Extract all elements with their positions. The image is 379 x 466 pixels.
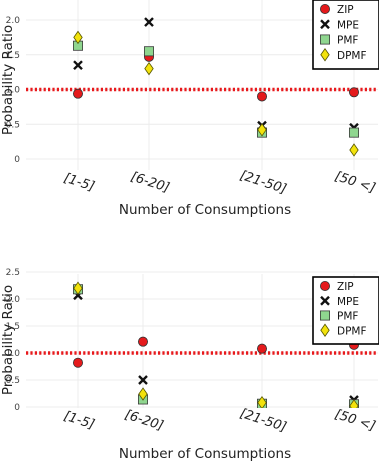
legend-label-zip: ZIP: [337, 281, 354, 293]
x-tick-label: [6-20]: [123, 407, 165, 434]
x-tick-label: [6-20]: [129, 169, 171, 196]
legend-marker-mpe: [320, 19, 330, 30]
legend-label-zip: ZIP: [337, 4, 354, 16]
legend-marker-dpmf: [320, 323, 330, 337]
series-dpmf: [73, 281, 359, 408]
point-dpmf: [73, 30, 83, 45]
y-tick-label: 0: [14, 403, 20, 413]
legend-label-dpmf: DPMF: [337, 325, 367, 337]
y-axis-label: Probability Ratio: [0, 25, 16, 135]
x-tick-label: [50 <]: [333, 407, 377, 434]
point-zip: [73, 357, 84, 368]
point-dpmf: [257, 395, 267, 408]
point-zip: [256, 343, 267, 354]
y-tick-label: 1.5: [6, 322, 20, 332]
legend-marker-pmf: [319, 34, 330, 45]
legend-marker-zip: [319, 4, 330, 14]
x-tick-label: [1-5]: [62, 171, 96, 195]
series-zip: [73, 51, 359, 102]
point-zip: [73, 88, 84, 99]
legend-label-pmf: PMF: [337, 35, 358, 47]
x-axis-label: Number of Consumptions: [119, 446, 291, 462]
series-dpmf: [73, 30, 359, 157]
legend-label-mpe: MPE: [337, 296, 359, 308]
legend: ZIP MPE PMF DPMF: [312, 0, 379, 70]
legend-marker-mpe: [320, 295, 330, 306]
y-tick-label: 1.5: [6, 51, 20, 61]
point-mpe: [138, 375, 148, 385]
legend-label-mpe: MPE: [337, 19, 359, 31]
point-pmf: [143, 46, 154, 57]
y-tick-label: 0.5: [6, 376, 20, 386]
chart-1: 0 0.5 1.0 1.5 2.0 [1-5] [6-20] [21-50] [50 <] Num…: [0, 0, 379, 218]
point-zip: [137, 336, 148, 347]
point-dpmf: [138, 387, 148, 401]
point-dpmf: [144, 61, 154, 76]
y-tick-label: 1.0: [6, 86, 21, 96]
chart-2: 0 0.5 1.0 1.5 2.0 2.5 [1-5] [6-20] [21-50] [50 <]…: [0, 268, 379, 462]
point-mpe: [144, 17, 154, 27]
y-tick-label: 1.0: [6, 349, 21, 359]
point-dpmf: [349, 399, 359, 408]
x-tick-label: [21-50]: [238, 406, 288, 435]
legend-label-dpmf: DPMF: [337, 50, 367, 62]
point-dpmf: [73, 281, 83, 295]
point-dpmf: [349, 143, 359, 157]
legend: ZIP MPE PMF DPMF: [312, 276, 379, 345]
y-tick-label: 2.0: [6, 16, 21, 26]
y-axis-label: Probability Ratio: [0, 285, 16, 395]
y-tick-label: 0.5: [6, 120, 20, 130]
point-mpe: [73, 60, 83, 71]
point-pmf: [348, 127, 359, 138]
point-zip: [256, 91, 267, 102]
markers: [73, 17, 359, 157]
x-tick-label: [21-50]: [238, 168, 288, 197]
point-zip: [348, 87, 359, 98]
legend-marker-dpmf: [320, 48, 330, 62]
y-tick-label: 0: [14, 155, 20, 165]
legend-label-pmf: PMF: [337, 311, 358, 323]
point-dpmf: [257, 123, 267, 137]
x-tick-label: [50 <]: [333, 169, 377, 196]
legend-marker-zip: [319, 280, 330, 291]
x-tick-label: [1-5]: [62, 409, 96, 433]
x-axis-label: Number of Consumptions: [119, 202, 291, 218]
y-tick-label: 2.5: [6, 268, 20, 278]
legend-marker-pmf: [319, 310, 330, 321]
y-tick-label: 2.0: [6, 295, 21, 305]
